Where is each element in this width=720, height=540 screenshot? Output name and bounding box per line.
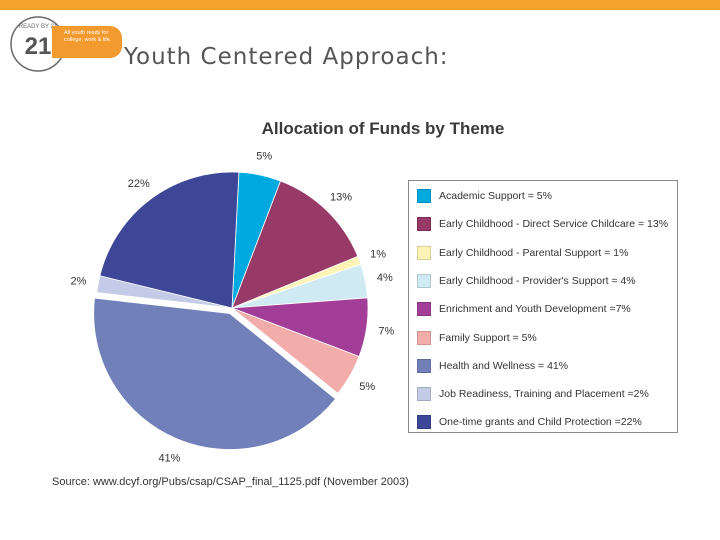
slice-percent-label: 13% (330, 191, 352, 203)
slice-percent-label: 2% (70, 276, 86, 288)
legend-label: Family Support = 5% (439, 331, 537, 344)
pie-slice (231, 171, 282, 309)
legend-swatch (417, 245, 431, 260)
logo-seal: 21 READY BY 21 (10, 16, 66, 72)
legend-item: Job Readiness, Training and Placement =2… (417, 386, 649, 402)
pie-slice (231, 255, 362, 309)
slice-percent-label: 7% (378, 326, 394, 338)
pie-slice (231, 263, 369, 309)
top-accent-bar (0, 0, 720, 10)
legend-item: Early Childhood - Direct Service Childca… (417, 216, 668, 232)
legend-label: Health and Wellness = 41% (439, 359, 569, 372)
legend-item: Enrichment and Youth Development =7% (417, 301, 631, 317)
legend-label: One-time grants and Child Protection =22… (439, 416, 642, 429)
logo-tagline: All youth ready for college, work & life… (52, 26, 122, 58)
pie-slice (231, 307, 360, 394)
legend-swatch (417, 415, 431, 430)
legend-label: Enrichment and Youth Development =7% (439, 303, 631, 316)
slice-percent-label: 5% (359, 381, 375, 393)
pie-slice (99, 171, 240, 309)
pie-slice (231, 297, 369, 358)
svg-text:21: 21 (25, 33, 52, 60)
legend-swatch (417, 217, 431, 232)
slice-percent-label: 4% (377, 272, 393, 284)
logo-ring-text: READY BY 21 (19, 24, 58, 30)
legend-swatch (417, 330, 431, 345)
chart-title: Allocation of Funds by Theme (261, 119, 505, 138)
legend-item: Early Childhood - Parental Support = 1% (417, 245, 628, 261)
pie-slice (231, 180, 359, 309)
chart-legend: Academic Support = 5% Early Childhood - D… (408, 180, 678, 433)
legend-item: Early Childhood - Provider's Support = 4… (417, 273, 636, 289)
legend-swatch (417, 302, 431, 317)
slice-percent-label: 5% (256, 150, 272, 162)
legend-label: Academic Support = 5% (439, 190, 552, 202)
legend-label: Early Childhood - Parental Support = 1% (439, 246, 629, 259)
legend-swatch (417, 189, 431, 203)
source-citation: Source: www.dcyf.org/Pubs/csap/CSAP_fina… (52, 476, 409, 488)
slice-percent-label: 1% (370, 248, 386, 260)
legend-item: Family Support = 5% (417, 330, 537, 346)
ready-by-21-logo: 21 READY BY 21 All youth ready for colle… (8, 14, 122, 74)
slide-title: Youth Centered Approach: (124, 44, 449, 70)
legend-item: Academic Support = 5% (417, 188, 552, 204)
legend-label: Job Readiness, Training and Placement =2… (439, 388, 649, 401)
pie-slice (93, 297, 337, 450)
pie-slice (96, 275, 233, 309)
slice-percent-label: 41% (158, 452, 180, 464)
legend-item: Health and Wellness = 41% (417, 358, 568, 374)
legend-label: Early Childhood - Direct Service Childca… (439, 218, 669, 231)
legend-swatch (417, 358, 431, 373)
legend-label: Early Childhood - Provider's Support = 4… (439, 274, 636, 287)
legend-swatch (417, 273, 431, 288)
legend-swatch (417, 387, 431, 402)
slice-percent-label: 22% (128, 178, 150, 190)
legend-item: One-time grants and Child Protection =22… (417, 414, 642, 430)
